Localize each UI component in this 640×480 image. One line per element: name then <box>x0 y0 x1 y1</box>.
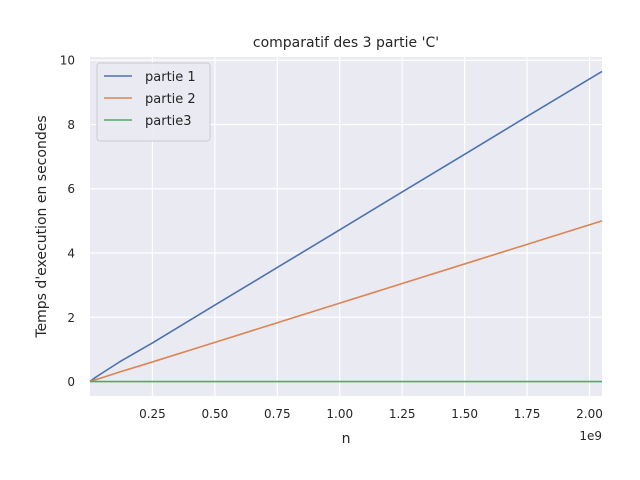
x-axis-offset-text: 1e9 <box>579 429 602 443</box>
x-tick-label: 2.00 <box>576 407 603 421</box>
legend-entry-label: partie3 <box>145 114 192 129</box>
y-axis-label: Temps d'execution en secondes <box>34 115 50 338</box>
x-tick-label: 0.25 <box>139 407 166 421</box>
x-tick-label: 1.00 <box>326 407 353 421</box>
x-axis-label: n <box>342 431 351 447</box>
legend-entry-label: partie 2 <box>145 92 196 107</box>
y-tick-label: 10 <box>60 54 75 68</box>
legend: partie 1 partie 2 partie3 <box>96 62 211 142</box>
y-tick-label: 2 <box>67 311 75 325</box>
series-line-partie-2 <box>89 220 603 383</box>
y-tick-label: 6 <box>67 182 75 196</box>
legend-entry-label: partie 1 <box>145 70 196 85</box>
series-line-partie-1 <box>89 70 603 383</box>
x-tick-label: 1.25 <box>389 407 416 421</box>
tick-labels: 0.25 0.50 0.75 1.00 1.25 1.50 1.75 2.00 0 2 4 6 8 10 <box>60 54 603 421</box>
x-tick-label: 1.50 <box>451 407 478 421</box>
x-tick-label: 0.50 <box>202 407 229 421</box>
y-tick-label: 0 <box>67 375 75 389</box>
chart-title: comparatif des 3 partie 'C' <box>253 35 439 51</box>
x-tick-label: 0.75 <box>264 407 291 421</box>
series-lines <box>89 70 603 383</box>
y-tick-label: 4 <box>67 247 75 261</box>
x-tick-label: 1.75 <box>514 407 541 421</box>
legend-box <box>96 62 211 142</box>
y-tick-label: 8 <box>67 118 75 132</box>
